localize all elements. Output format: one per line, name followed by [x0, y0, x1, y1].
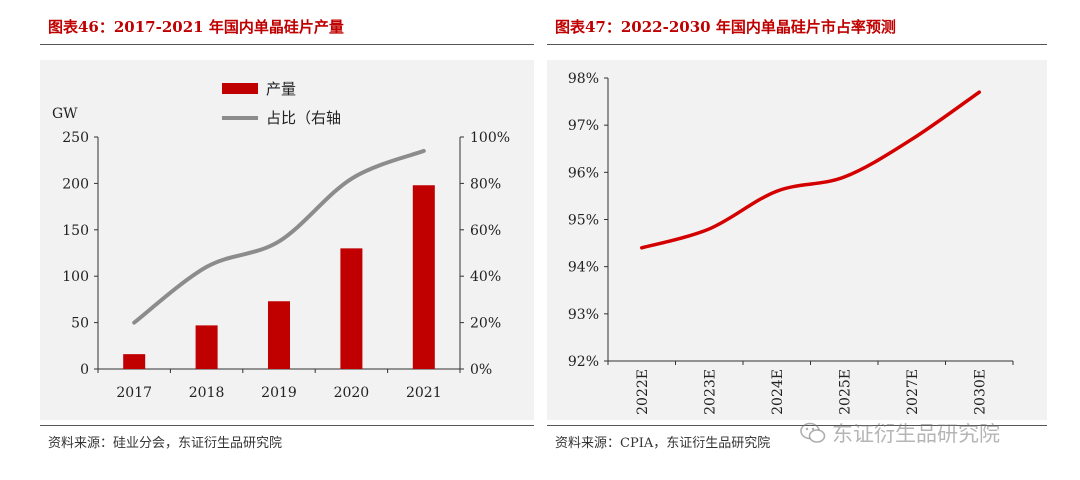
legend-label-line: 占比（右轴 [266, 109, 341, 127]
watermark-text: 东证衍生品研究院 [832, 422, 1000, 446]
y2-tick-label: 20% [470, 316, 501, 332]
left-chart: 0 50 100 150 200 250 0% 20% 40% 60% 80% 100% 2017 201… [52, 80, 510, 401]
x-tick-label: 2024E [770, 369, 786, 415]
y-tick-label: 97% [568, 118, 599, 134]
right-figure-title: 图表47：2022-2030 年国内单晶硅片市占率预测 [555, 18, 896, 36]
x-tick-label: 2017 [116, 385, 152, 401]
y-tick-label: 94% [568, 260, 599, 276]
legend-label-bar: 产量 [266, 80, 296, 98]
share-line-series [132, 148, 426, 325]
x-tick-label: 2027E [905, 369, 921, 415]
y-tick-label: 0 [80, 362, 89, 378]
right-source-rule [547, 425, 1047, 426]
y-axis-unit-label: GW [52, 106, 78, 122]
right-chart-panel: 92% 93% 94% 95% 96% 97% 98% 2022E 2023E 2024E 2025… [547, 60, 1047, 420]
y-tick-label: 92% [568, 354, 599, 370]
y2-tick-label: 100% [470, 130, 510, 146]
wechat-icon [800, 422, 826, 444]
y-tick-label: 50 [71, 316, 89, 332]
right-chart: 92% 93% 94% 95% 96% 97% 98% 2022E 2023E 2024E 2025… [568, 71, 1014, 415]
bar-2020 [340, 248, 363, 369]
y-tick-label: 96% [568, 165, 599, 181]
y2-tick-label: 60% [470, 223, 501, 239]
x-tick-label: 2022E [635, 369, 651, 415]
x-tick-label: 2021 [406, 385, 442, 401]
market-share-line-series [640, 90, 981, 250]
left-title-rule [40, 44, 534, 45]
bar-2021 [412, 185, 435, 369]
watermark: 东证衍生品研究院 [800, 418, 1000, 448]
x-tick-label: 2025E [837, 369, 853, 415]
x-tick-label: 2030E [972, 369, 988, 415]
left-figure-title: 图表46：2017-2021 年国内单晶硅片产量 [48, 18, 344, 36]
y-tick-label: 200 [62, 176, 89, 192]
right-source-note: 资料来源：CPIA，东证衍生品研究院 [555, 436, 771, 451]
x-tick-label: 2019 [261, 385, 297, 401]
bar-2018 [195, 325, 218, 369]
x-tick-label: 2020 [334, 385, 370, 401]
right-title-rule [547, 44, 1047, 45]
x-tick-label: 2023E [702, 369, 718, 415]
x-tick-label: 2018 [189, 385, 225, 401]
legend-swatch-bar [222, 83, 258, 94]
y-tick-label: 95% [568, 213, 599, 229]
y-tick-label: 93% [568, 307, 599, 323]
bar-2017 [123, 354, 146, 369]
y-tick-label: 100 [62, 269, 89, 285]
left-chart-panel: 0 50 100 150 200 250 0% 20% 40% 60% 80% 100% 2017 201… [40, 60, 534, 420]
y2-tick-label: 0% [470, 362, 492, 378]
y-tick-label: 250 [62, 130, 89, 146]
bar-2019 [268, 301, 290, 369]
y2-tick-label: 80% [470, 176, 501, 192]
y-tick-label: 98% [568, 71, 599, 87]
left-source-note: 资料来源：硅业分会，东证衍生品研究院 [48, 436, 283, 451]
left-source-rule [40, 425, 534, 426]
y-tick-label: 150 [62, 223, 89, 239]
y2-tick-label: 40% [470, 269, 501, 285]
